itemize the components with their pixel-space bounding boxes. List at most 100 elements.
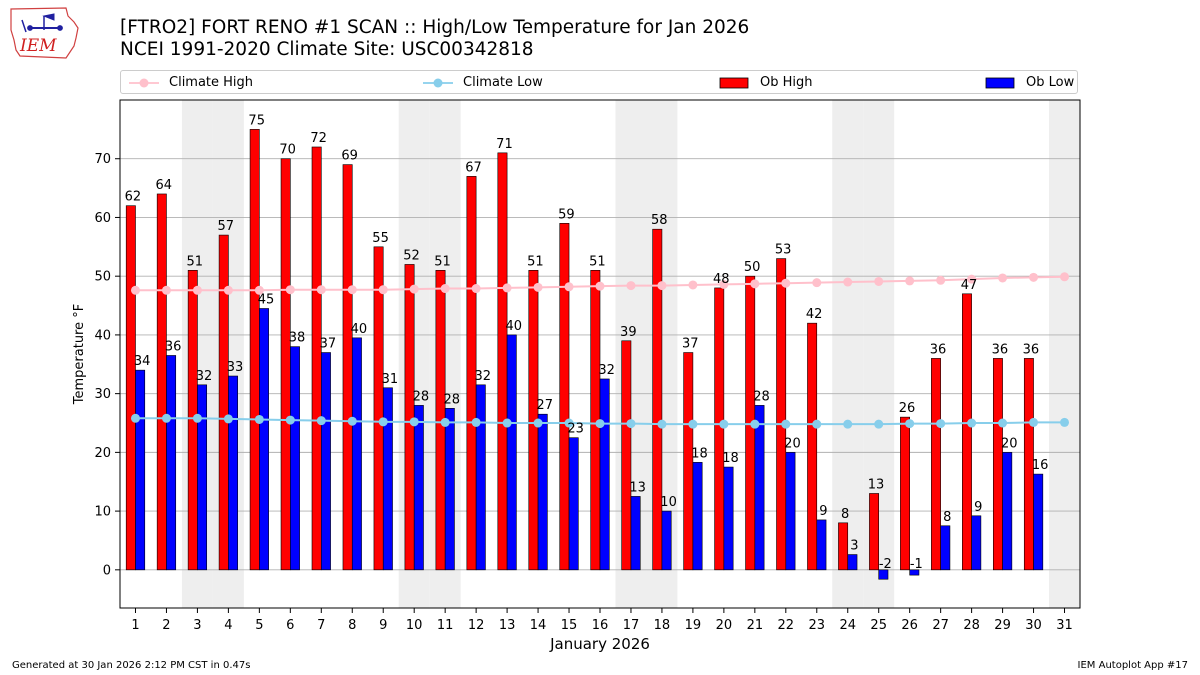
ob-low-bar — [228, 375, 238, 571]
climate-low-point — [967, 418, 977, 428]
y-tick-label: 50 — [94, 270, 111, 285]
bars — [125, 129, 1044, 580]
ob-low-label: 34 — [134, 354, 151, 369]
ob-low-bar — [351, 337, 362, 571]
ob-low-bar — [971, 515, 982, 571]
ob-high-bar — [807, 322, 818, 571]
ob-low-label: 28 — [444, 392, 461, 407]
ob-high-label: 8 — [841, 507, 849, 522]
y-tick-label: 20 — [94, 446, 111, 461]
weekend-band — [1049, 100, 1080, 608]
ob-low-bar — [135, 369, 146, 571]
ob-high-bar — [1023, 358, 1034, 571]
ob-high-bar — [125, 205, 136, 571]
x-tick-label: 22 — [778, 618, 795, 633]
ob-low-label: 45 — [258, 292, 275, 307]
ob-low-label: 37 — [320, 337, 337, 352]
ob-low-label: 38 — [289, 331, 306, 346]
x-tick-label: 31 — [1056, 618, 1073, 633]
ob-low-label: 32 — [598, 363, 615, 378]
ob-high-label: 51 — [589, 254, 606, 269]
ob-high-bar — [373, 246, 384, 571]
climate-low-point — [285, 415, 295, 425]
climate-high-point — [657, 281, 667, 291]
x-tick-label: 19 — [685, 618, 702, 633]
ob-low-bar — [537, 413, 548, 571]
ob-low-bar — [444, 408, 455, 571]
climate-low-point — [440, 417, 450, 427]
climate-high-point — [905, 276, 915, 286]
ob-high-label: 51 — [527, 254, 544, 269]
climate-high-point — [719, 279, 729, 289]
x-tick-label: 27 — [932, 618, 949, 633]
x-tick-label: 11 — [437, 618, 454, 633]
ob-high-label: 50 — [744, 260, 761, 275]
ob-low-bar — [692, 462, 703, 571]
ob-high-bar — [218, 234, 229, 571]
climate-low-point — [471, 417, 481, 427]
ob-low-bar — [909, 569, 920, 576]
ob-low-bar — [259, 308, 269, 571]
ob-high-label: 72 — [310, 131, 327, 146]
ob-high-bar — [652, 228, 663, 571]
climate-high-point — [1029, 272, 1039, 282]
climate-lines — [130, 272, 1070, 429]
x-tick-label: 25 — [870, 618, 887, 633]
climate-high-point — [409, 284, 419, 294]
ob-high-label: 71 — [496, 137, 513, 152]
climate-low-point — [192, 413, 202, 423]
ob-low-label: 40 — [505, 319, 522, 334]
ob-low-bar — [599, 378, 610, 571]
ob-high-label: 69 — [341, 149, 358, 164]
x-tick-label: 23 — [809, 618, 826, 633]
ob-low-label: 28 — [753, 389, 770, 404]
climate-low-point — [750, 419, 760, 429]
ob-high-bar — [838, 522, 849, 571]
climate-low-point — [781, 419, 791, 429]
ob-high-bar — [466, 176, 477, 571]
climate-high-point — [812, 278, 822, 288]
ob-high-bar — [311, 146, 322, 571]
ob-high-bar — [683, 352, 694, 571]
x-tick-label: 1 — [131, 618, 139, 633]
x-tick-label: 14 — [530, 618, 547, 633]
climate-high-point — [750, 279, 760, 289]
ob-low-label: 18 — [722, 451, 739, 466]
x-tick-label: 24 — [839, 618, 856, 633]
y-tick-label: 10 — [94, 505, 111, 520]
climate-low-line — [135, 417, 1065, 426]
climate-low-point — [843, 419, 853, 429]
x-tick-label: 29 — [994, 618, 1011, 633]
ob-low-label: -1 — [910, 557, 923, 572]
ob-high-label: 36 — [930, 342, 947, 357]
climate-low-point — [626, 419, 636, 429]
iem-logo: IEM — [10, 7, 79, 59]
x-tick-label: 12 — [468, 618, 485, 633]
climate-high-point — [223, 285, 233, 295]
climate-high-point — [874, 276, 884, 286]
legend-climate-low-marker — [423, 78, 453, 88]
x-tick-label: 4 — [224, 618, 232, 633]
ob-low-bar — [754, 405, 765, 571]
climate-high-point — [440, 284, 450, 294]
generated-note: Generated at 30 Jan 2026 2:12 PM CST in … — [12, 660, 251, 671]
title-line-2: NCEI 1991-2020 Climate Site: USC00342818 — [120, 39, 534, 60]
ob-high-label: 55 — [372, 231, 389, 246]
ob-high-bar — [621, 340, 632, 571]
ob-high-bar — [931, 358, 941, 571]
climate-low-point — [719, 419, 729, 429]
ob-low-bar — [940, 525, 951, 571]
legend-ob-high-label: Ob High — [760, 75, 813, 90]
climate-high-point — [781, 278, 791, 288]
weekend-band — [212, 100, 244, 608]
climate-high-point — [471, 284, 481, 294]
ob-high-label: 59 — [558, 207, 575, 222]
legend-climate-high-label: Climate High — [169, 75, 254, 90]
grid-lines — [120, 158, 1080, 571]
app-note: IEM Autoplot App #17 — [1077, 660, 1188, 671]
climate-high-point — [967, 274, 977, 284]
ob-low-label: 23 — [567, 422, 584, 437]
climate-high-point — [347, 285, 357, 295]
